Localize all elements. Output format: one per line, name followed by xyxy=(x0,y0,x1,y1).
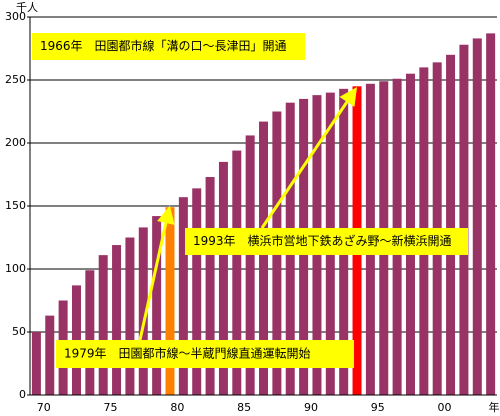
y-tick-label: 300 xyxy=(5,10,26,23)
annotation: 1966年 田園都市線「溝の口～長津田」開通 xyxy=(40,38,287,53)
x-tick-label: 70 xyxy=(37,401,51,414)
x-axis-label: 年 xyxy=(489,400,500,414)
annotation-box xyxy=(56,340,354,368)
annotation-box xyxy=(32,33,305,60)
bar xyxy=(125,237,135,395)
bar xyxy=(45,315,55,395)
x-tick-label: 00 xyxy=(438,401,452,414)
bar xyxy=(446,54,456,396)
bar xyxy=(459,44,469,395)
bar xyxy=(218,161,228,395)
annotation: 1993年 横浜市営地下鉄あざみ野～新横浜開通 xyxy=(193,233,452,248)
x-tick-label: 90 xyxy=(304,401,318,414)
y-tick-label: 50 xyxy=(12,325,26,338)
bar xyxy=(486,33,496,395)
bar xyxy=(31,332,41,395)
y-tick-label: 250 xyxy=(5,73,26,86)
bar xyxy=(205,177,215,395)
arrow xyxy=(260,87,358,229)
bar xyxy=(232,150,242,395)
bar xyxy=(85,270,95,395)
annotation-box xyxy=(185,228,468,255)
y-tick-label: 0 xyxy=(19,388,26,401)
y-tick-label: 100 xyxy=(5,262,26,275)
y-tick-label: 150 xyxy=(5,199,26,212)
y-tick-label: 200 xyxy=(5,136,26,149)
x-tick-label: 95 xyxy=(371,401,385,414)
bar xyxy=(138,227,148,395)
arrow xyxy=(138,205,175,341)
bar xyxy=(178,197,188,395)
bar xyxy=(165,207,175,395)
x-tick-label: 75 xyxy=(104,401,118,414)
bar xyxy=(472,38,482,396)
bar xyxy=(192,188,202,395)
y-axis-label: 千人 xyxy=(16,1,38,14)
bar xyxy=(112,245,122,395)
bar xyxy=(245,135,255,395)
bar xyxy=(98,255,108,395)
bar xyxy=(259,121,269,395)
bar xyxy=(152,216,162,395)
annotation: 1979年 田園都市線～半蔵門線直通運転開始 xyxy=(64,346,311,361)
x-tick-label: 85 xyxy=(237,401,251,414)
x-tick-label: 80 xyxy=(170,401,184,414)
